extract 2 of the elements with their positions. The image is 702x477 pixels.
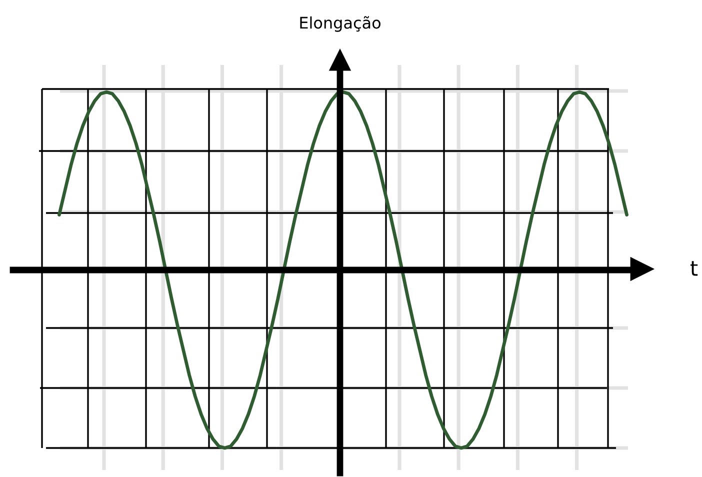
- y-axis-title: Elongação: [300, 16, 380, 32]
- x-axis-title: t: [690, 261, 698, 276]
